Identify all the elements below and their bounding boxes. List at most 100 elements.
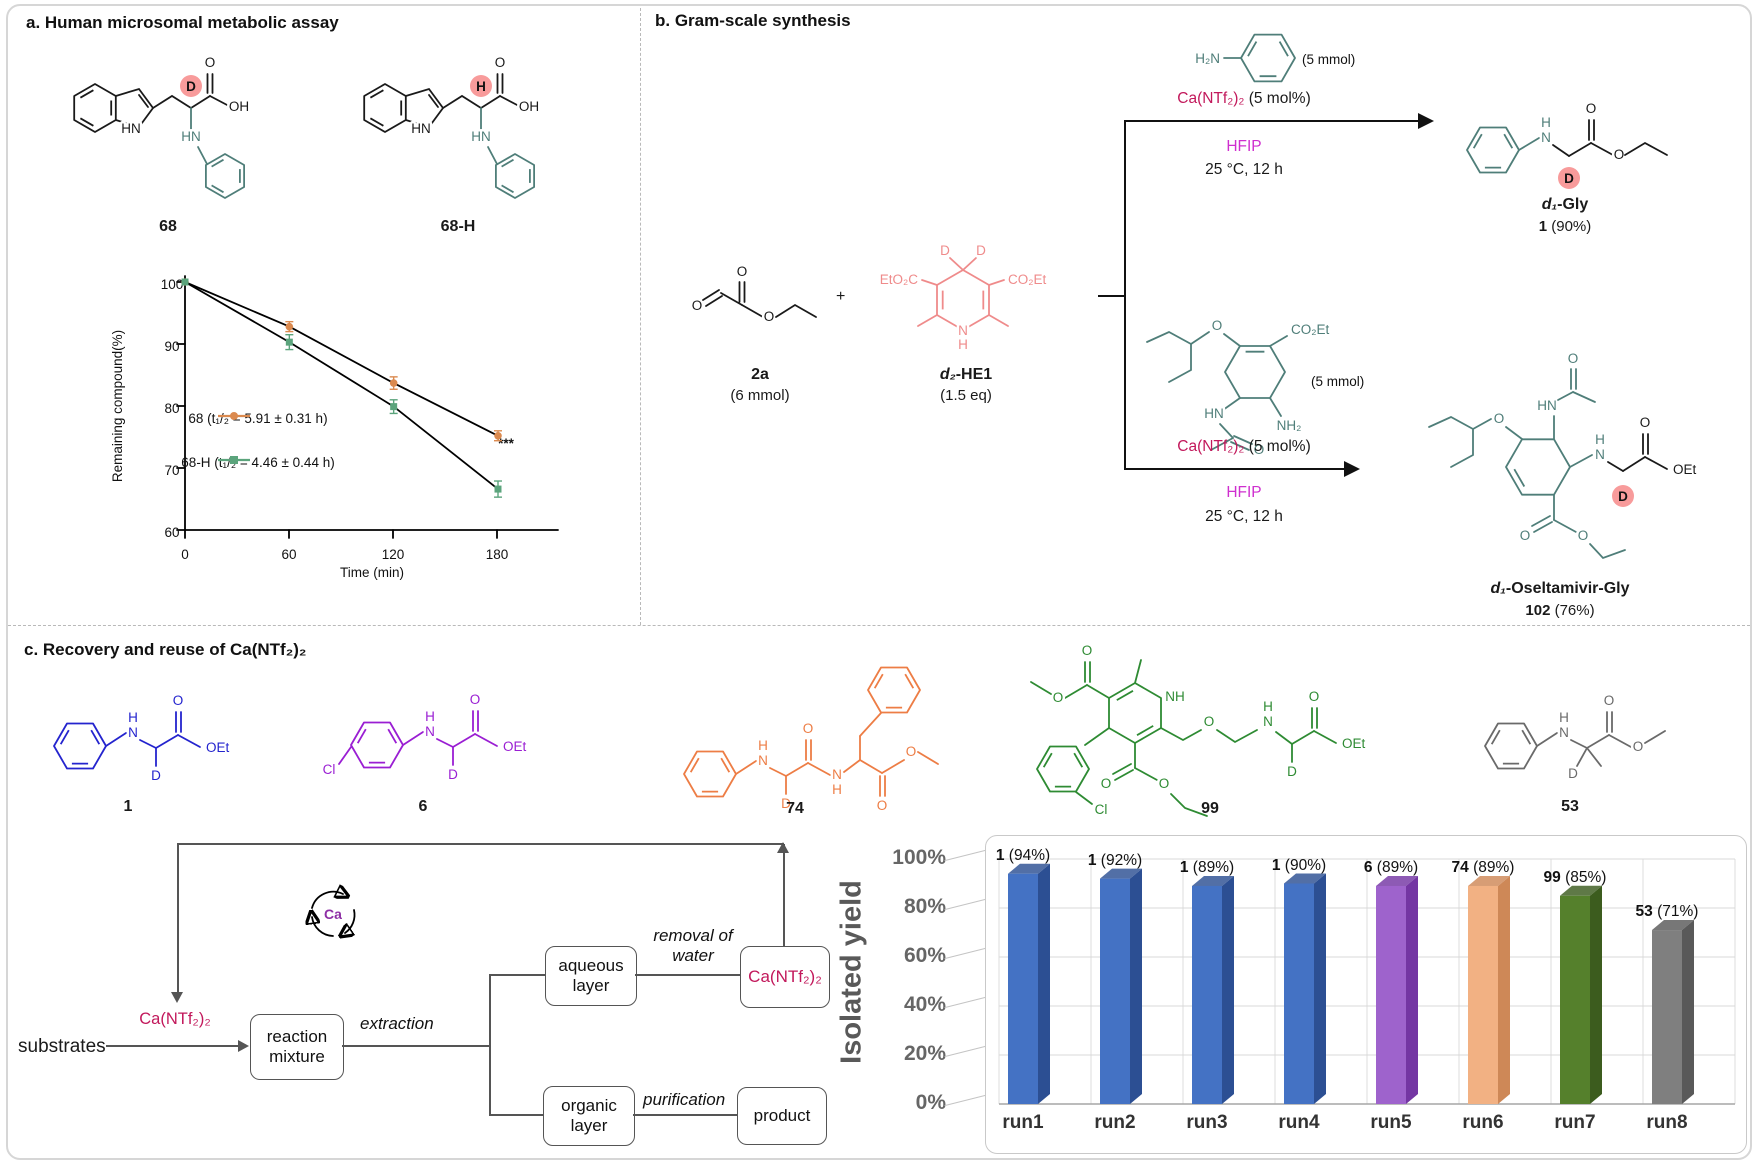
- atom-label: OEt: [206, 740, 230, 755]
- xtick: 60: [281, 547, 296, 562]
- structure-2a: O O O: [689, 262, 817, 327]
- amount-aniline: (5 mmol): [1302, 52, 1355, 67]
- flow-catalyst-label: Ca(NTf₂)₂: [139, 1010, 211, 1028]
- atom-label: H: [1595, 432, 1605, 447]
- flow-box-product: product: [737, 1087, 827, 1145]
- amount-2a: (6 mmol): [730, 387, 790, 404]
- bar-value-label: 53 (71%): [1635, 903, 1699, 921]
- bar-value-label: 1 (94%): [995, 846, 1051, 864]
- atom-label: H: [1541, 115, 1551, 130]
- atom-label: O: [1578, 528, 1589, 543]
- atom-label: OEt: [503, 739, 527, 754]
- atom-label: H: [425, 709, 435, 724]
- atom-label: O: [803, 721, 814, 736]
- atom-label: O: [1254, 442, 1265, 457]
- solvent-top: HFIP: [1226, 138, 1262, 155]
- atom-label: O: [1053, 690, 1064, 705]
- atom-label: CO₂Et: [1008, 272, 1046, 287]
- flow-line: [633, 1114, 737, 1116]
- atom-label: HN: [1537, 398, 1557, 413]
- bar-category-label: run6: [1462, 1112, 1504, 1133]
- bar-ytick: 20%: [903, 1042, 946, 1065]
- atom-label: N: [1559, 725, 1569, 740]
- atom-label: H: [128, 710, 138, 725]
- ytick: 100: [161, 277, 184, 292]
- atom-label: H: [1559, 710, 1569, 725]
- legend-entry-68H: 68-H (t₁/₂ = 4.46 ± 0.44 h): [181, 455, 334, 470]
- flow-removal-of-water-label: removal of water: [653, 926, 733, 965]
- flow-purification-label: purification: [643, 1090, 726, 1109]
- flow-box-reaction-mixture: reaction mixture: [250, 1014, 344, 1080]
- bar-value-label: 1 (89%): [1179, 858, 1235, 876]
- branch-line: [1124, 121, 1126, 470]
- x-axis-label: Time (min): [340, 565, 404, 580]
- flow-recycle-line: [178, 843, 784, 845]
- atom-label: O: [1640, 415, 1651, 430]
- flow-recycle-line: [177, 843, 179, 993]
- atom-label: NH₂: [1277, 418, 1302, 433]
- atom-label: O: [205, 55, 216, 70]
- flow-extraction-label: extraction: [360, 1014, 434, 1033]
- isotope-highlight: [1558, 167, 1580, 189]
- atom-label: O: [1614, 147, 1625, 162]
- compound-label-53: 53: [1561, 798, 1579, 815]
- reagent-connector: [1098, 295, 1125, 297]
- isotope-highlight: [180, 75, 202, 97]
- panel-divider-horizontal: [8, 625, 1750, 626]
- atom-label: O: [173, 693, 184, 708]
- top-reaction-arrow: [1124, 120, 1420, 122]
- bar-category-label: run3: [1186, 1112, 1228, 1133]
- atom-label: OH: [229, 99, 249, 114]
- atom-label: D: [940, 243, 950, 258]
- bar-category-label: run5: [1370, 1112, 1412, 1133]
- structure-68H: HN O OH H HN: [363, 53, 542, 199]
- arrowhead: [777, 842, 789, 853]
- isotope-label: D: [1564, 171, 1574, 186]
- panel-a-title: a. Human microsomal metabolic assay: [26, 13, 339, 32]
- xtick: 180: [486, 547, 509, 562]
- bar-value-label: 74 (89%): [1451, 858, 1515, 876]
- isotope-highlight: [470, 75, 492, 97]
- compound-label-74: 74: [786, 800, 804, 817]
- compound-label-he1: d₂-HE1: [939, 366, 993, 383]
- compound-label-68H: 68-H: [440, 218, 476, 235]
- bar-value-label: 6 (89%): [1363, 858, 1419, 876]
- atom-label: H: [832, 782, 842, 797]
- atom-label: O: [1494, 411, 1505, 426]
- ytick: 90: [164, 339, 179, 354]
- atom-label: Cl: [323, 762, 336, 777]
- legend: 68 (t₁/₂ = 5.91 ± 0.31 h) 68-H (t₁/₂ = 4…: [181, 411, 334, 470]
- structure-74: N H D O N H O O: [683, 666, 939, 816]
- atom-label: O: [1082, 643, 1093, 658]
- bar-ytick: 0%: [915, 1091, 946, 1114]
- structure-99: NH O O Cl O O O N H D O OEt: [1030, 641, 1368, 820]
- atom-label: D: [1287, 764, 1297, 779]
- atom-label: D: [448, 767, 458, 782]
- flow-line: [489, 974, 545, 976]
- atom-label: O: [470, 692, 481, 707]
- atom-label: HN: [1204, 406, 1224, 421]
- flow-arrow-substrates: [106, 1045, 238, 1047]
- product-yield-gly: 1 (90%): [1538, 218, 1592, 235]
- bar-ytick: 80%: [903, 895, 946, 918]
- atom-label: O: [1604, 693, 1615, 708]
- compound-label-68: 68: [159, 218, 177, 235]
- atom-label: Cl: [1095, 802, 1108, 817]
- arrowhead: [238, 1040, 249, 1052]
- compound-label-1: 1: [123, 798, 133, 815]
- atom-label: N: [958, 323, 968, 338]
- atom-label: OEt: [1673, 462, 1697, 477]
- compound-label-6: 6: [418, 798, 428, 815]
- atom-label: O: [1633, 739, 1644, 754]
- bar-category-label: run4: [1278, 1112, 1320, 1133]
- structure-68: HN O OH D HN: [73, 53, 252, 199]
- flow-box-recovered-catalyst: Ca(NTf₂)₂: [740, 946, 830, 1008]
- atom-label: H: [958, 337, 968, 352]
- structure-53: N H D O O: [1484, 691, 1666, 784]
- atom-label: HN: [471, 129, 491, 144]
- atom-label: NH: [1165, 689, 1185, 704]
- bar-value-label: 99 (85%): [1543, 868, 1607, 886]
- flow-box-aqueous-layer: aqueous layer: [545, 946, 637, 1006]
- flow-line: [635, 974, 740, 976]
